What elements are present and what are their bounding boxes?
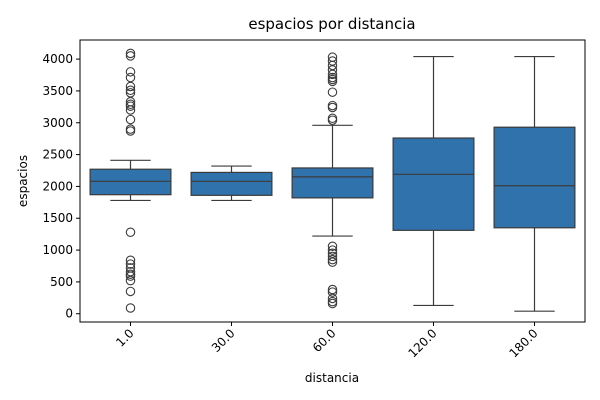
y-tick-label: 3000 bbox=[42, 116, 73, 130]
box bbox=[291, 167, 374, 199]
x-tick-label: 120.0 bbox=[405, 326, 439, 360]
chart-title: espacios por distancia bbox=[248, 15, 415, 33]
outlier-point bbox=[125, 51, 136, 61]
boxes-layer bbox=[89, 48, 576, 313]
y-tick-label: 2500 bbox=[42, 148, 73, 162]
outlier-point bbox=[125, 126, 136, 136]
outlier-point bbox=[327, 245, 338, 255]
box-group bbox=[392, 55, 475, 307]
outlier-point bbox=[125, 105, 136, 115]
outlier-point bbox=[327, 69, 338, 80]
outlier-point bbox=[125, 286, 136, 297]
outlier-point bbox=[327, 241, 338, 251]
box bbox=[89, 168, 172, 196]
x-tick-label: 30.0 bbox=[209, 326, 238, 355]
outlier-point bbox=[125, 67, 136, 77]
outlier-point bbox=[125, 259, 136, 269]
outlier-point bbox=[125, 81, 136, 92]
box-group bbox=[190, 165, 273, 202]
box bbox=[392, 137, 475, 231]
y-tick-label: 0 bbox=[65, 307, 73, 321]
outlier-point bbox=[327, 257, 338, 267]
outlier-point bbox=[125, 124, 136, 134]
y-tick-label: 3500 bbox=[42, 84, 73, 98]
outlier-point bbox=[327, 293, 338, 304]
x-ticks: 1.0 30.0 60.0 120.0 180.0 bbox=[113, 322, 541, 360]
outlier-point bbox=[327, 113, 338, 124]
outlier-point bbox=[125, 85, 136, 96]
outlier-point bbox=[125, 72, 136, 83]
outlier-point bbox=[125, 255, 136, 266]
y-axis-label: espacios bbox=[16, 155, 30, 207]
outlier-point bbox=[327, 287, 338, 297]
outlier-point bbox=[125, 271, 136, 281]
y-tick-label: 1000 bbox=[42, 243, 73, 257]
box-group bbox=[291, 52, 374, 309]
y-tick-label: 1500 bbox=[42, 211, 73, 225]
outlier-point bbox=[125, 101, 136, 111]
outlier-point bbox=[327, 251, 338, 262]
box bbox=[493, 126, 576, 229]
x-axis-label: distancia bbox=[305, 371, 359, 385]
y-ticks: 0 500 1000 1500 2000 2500 3000 3500 4000 bbox=[42, 52, 80, 321]
x-tick-label: 180.0 bbox=[506, 326, 540, 360]
outlier-point bbox=[327, 102, 338, 113]
x-tick-label: 60.0 bbox=[310, 326, 339, 355]
outlier-point bbox=[327, 115, 338, 125]
box bbox=[190, 171, 273, 196]
outlier-point bbox=[327, 87, 338, 97]
outlier-point bbox=[125, 303, 136, 313]
outlier-point bbox=[125, 114, 136, 125]
outlier-point bbox=[327, 100, 338, 111]
y-tick-label: 500 bbox=[50, 275, 73, 289]
y-tick-label: 4000 bbox=[42, 52, 73, 66]
box-group bbox=[493, 55, 576, 312]
outlier-point bbox=[327, 298, 338, 309]
box-group bbox=[89, 48, 172, 313]
outlier-point bbox=[125, 48, 136, 59]
outlier-point bbox=[327, 74, 338, 85]
y-tick-label: 2000 bbox=[42, 179, 73, 193]
outlier-point bbox=[327, 254, 338, 265]
outlier-point bbox=[125, 227, 136, 237]
x-tick-label: 1.0 bbox=[113, 326, 136, 349]
outlier-point bbox=[125, 275, 136, 286]
outlier-point bbox=[327, 76, 338, 87]
outlier-point bbox=[327, 65, 338, 75]
